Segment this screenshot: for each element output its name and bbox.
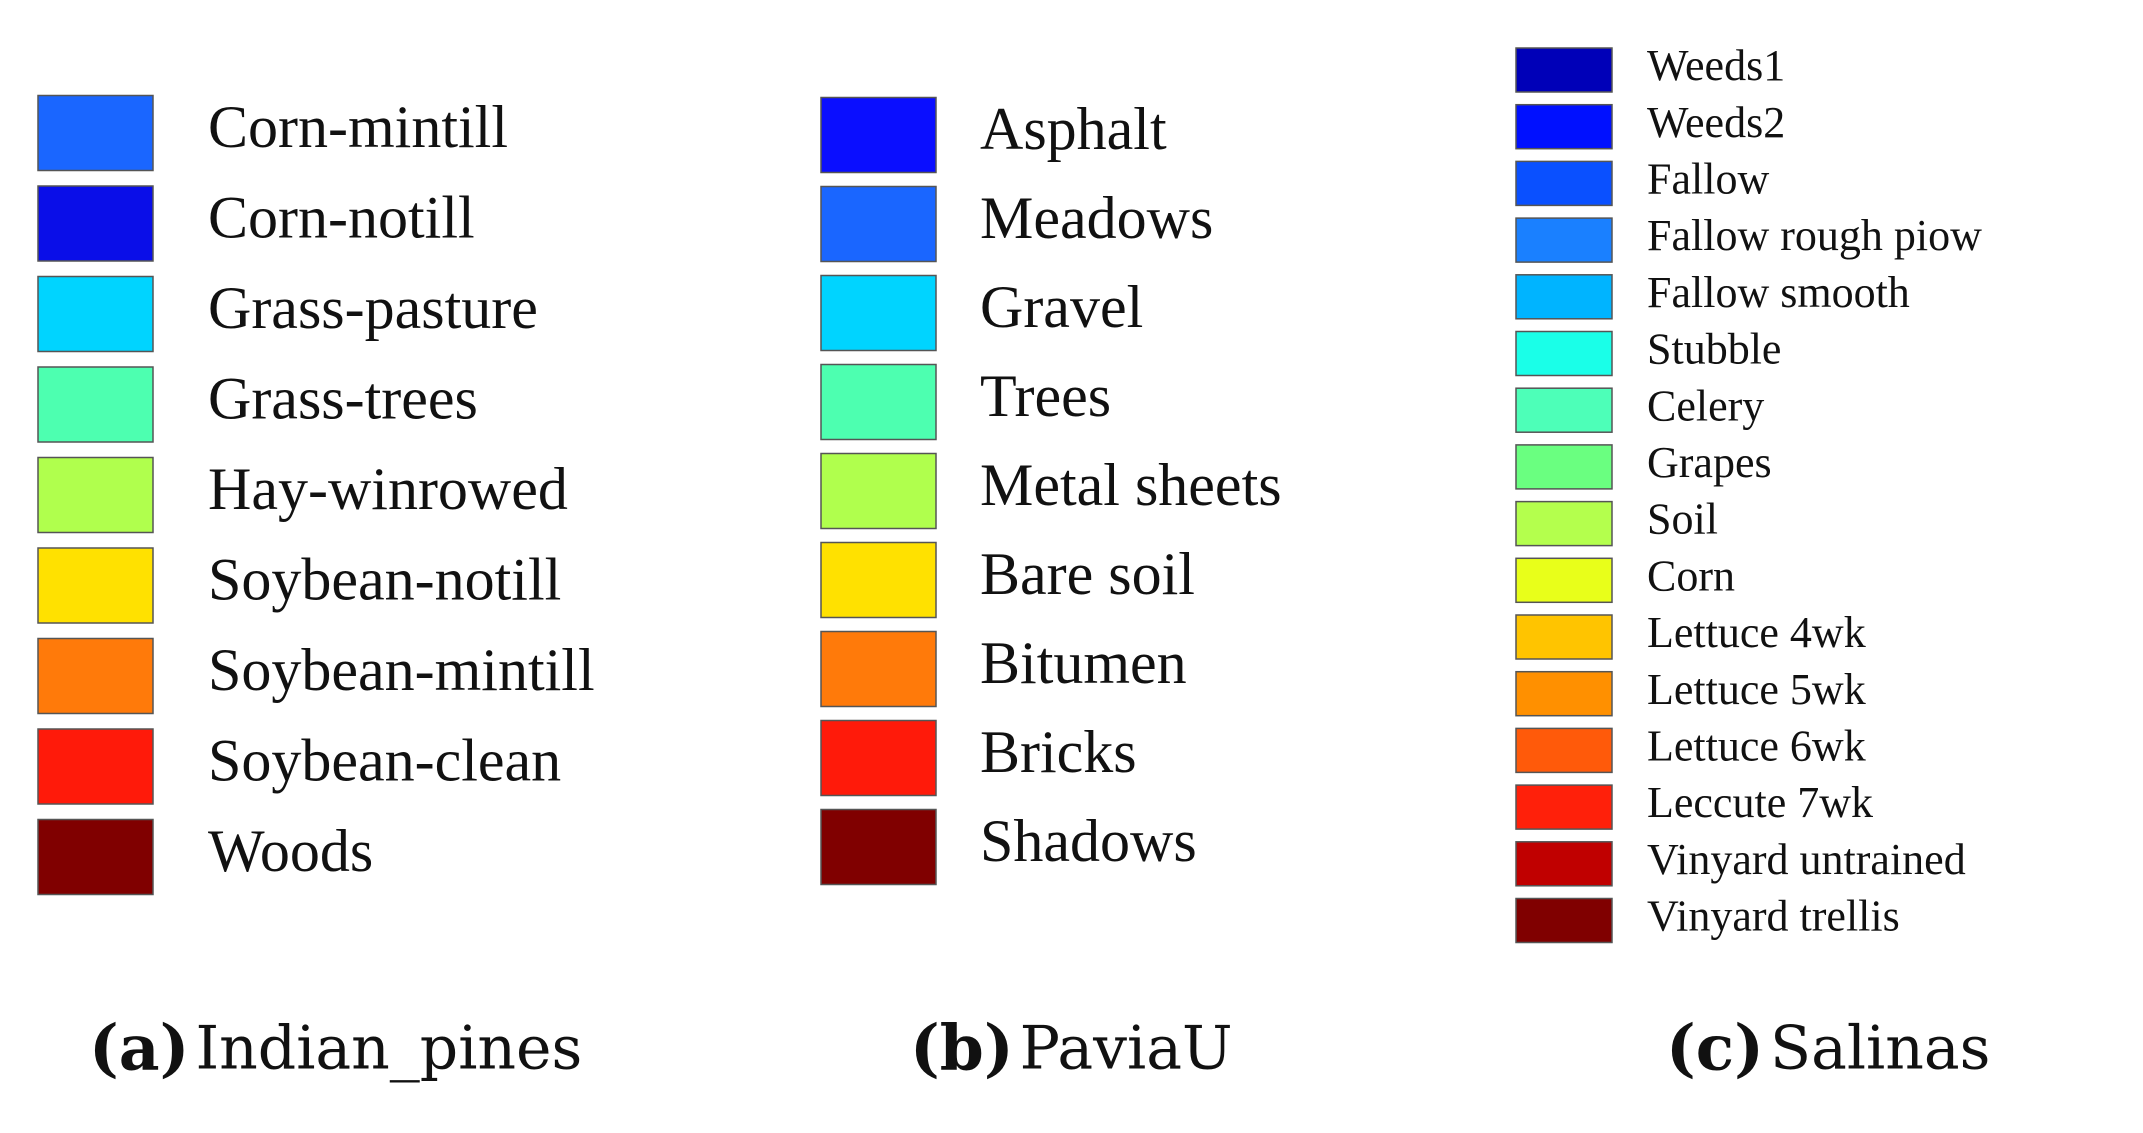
color-swatch — [37, 366, 154, 443]
class-label: Hay-winrowed — [208, 456, 568, 522]
color-swatch — [37, 94, 154, 172]
panel-name: PaviaU — [1020, 1014, 1233, 1084]
panel-tag: (c) — [1666, 1011, 1764, 1085]
color-swatch — [820, 274, 937, 352]
class-label: Woods — [208, 818, 373, 884]
color-swatch — [37, 275, 154, 353]
color-swatch — [37, 637, 154, 715]
color-swatch — [820, 363, 937, 441]
color-swatch — [1515, 217, 1613, 263]
class-label: Bare soil — [980, 541, 1195, 607]
color-swatch — [1515, 387, 1613, 433]
color-swatch — [820, 96, 937, 174]
class-label: Corn-notill — [208, 184, 475, 250]
class-label: Leccute 7wk — [1647, 778, 1873, 827]
color-swatch — [1515, 784, 1613, 830]
color-swatch — [37, 547, 154, 624]
color-swatch — [37, 456, 154, 534]
class-label: Lettuce 6wk — [1647, 721, 1866, 770]
class-label: Weeds2 — [1647, 98, 1785, 147]
color-swatch — [1515, 841, 1613, 887]
color-swatch — [1515, 160, 1613, 207]
color-swatch — [1515, 103, 1613, 150]
color-swatch — [37, 728, 154, 805]
class-label: Fallow rough piow — [1647, 211, 1982, 260]
class-label: Weeds1 — [1647, 41, 1785, 90]
class-label: Soybean-notill — [208, 546, 561, 612]
color-swatch — [1515, 897, 1613, 944]
color-swatch — [1515, 274, 1613, 320]
color-swatch — [1515, 670, 1613, 717]
color-swatch — [820, 541, 937, 619]
class-label: Meadows — [980, 185, 1213, 251]
class-label: Gravel — [980, 274, 1143, 340]
class-label: Soybean-clean — [208, 727, 561, 793]
class-label: Bitumen — [980, 630, 1187, 696]
color-swatch — [1515, 557, 1613, 604]
color-swatch — [820, 452, 937, 530]
color-swatch — [820, 719, 937, 797]
class-label: Fallow — [1647, 154, 1769, 203]
class-label: Grapes — [1647, 438, 1772, 487]
class-label: Trees — [980, 363, 1111, 429]
color-swatch — [1515, 727, 1613, 774]
color-swatch — [1515, 500, 1613, 547]
panel-name: Indian_pines — [195, 1014, 582, 1084]
color-swatch — [820, 630, 937, 708]
class-label: Grass-pasture — [208, 275, 538, 341]
class-label: Metal sheets — [980, 452, 1282, 518]
class-label: Lettuce 4wk — [1647, 608, 1866, 657]
class-label: Corn — [1647, 551, 1735, 600]
color-swatch — [820, 185, 937, 263]
class-label: Bricks — [980, 719, 1137, 785]
class-label: Grass-trees — [208, 365, 478, 431]
color-swatch — [1515, 330, 1613, 377]
class-label: Lettuce 5wk — [1647, 665, 1866, 714]
class-label: Vinyard trellis — [1647, 892, 1900, 941]
class-label: Celery — [1647, 381, 1764, 430]
color-swatch — [1515, 614, 1613, 660]
color-swatch — [820, 808, 937, 886]
color-swatch — [1515, 444, 1613, 490]
color-swatch — [37, 185, 154, 262]
panel-name: Salinas — [1770, 1014, 1990, 1084]
class-label: Soil — [1647, 495, 1718, 544]
color-swatch — [37, 818, 154, 896]
class-label: Soybean-mintill — [208, 637, 595, 703]
class-label: Vinyard untrained — [1647, 835, 1966, 884]
class-label: Corn-mintill — [208, 94, 508, 160]
class-label: Asphalt — [980, 96, 1167, 162]
panel-tag: (b) — [910, 1011, 1014, 1085]
panel-tag: (a) — [89, 1011, 189, 1085]
class-label: Stubble — [1647, 325, 1781, 374]
class-label: Fallow smooth — [1647, 268, 1910, 317]
color-swatch — [1515, 47, 1613, 93]
class-label: Shadows — [980, 808, 1197, 874]
